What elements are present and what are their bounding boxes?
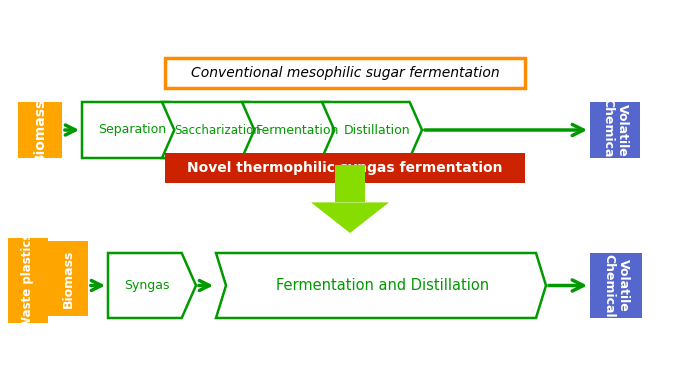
Text: Conventional mesophilic sugar fermentation: Conventional mesophilic sugar fermentati… [190,66,499,80]
Text: Saccharization: Saccharization [174,124,261,136]
Text: Separation: Separation [98,124,166,136]
Polygon shape [335,165,365,202]
Bar [48,241,88,316]
Text: Syngas: Syngas [124,279,169,292]
Text: Fermentation and Distillation: Fermentation and Distillation [276,278,489,293]
Text: Biomass: Biomass [62,249,74,308]
Polygon shape [311,202,389,233]
Text: Novel thermophilic syngas fermentation: Novel thermophilic syngas fermentation [188,161,503,175]
Bar [590,253,642,318]
Bar [590,102,640,158]
Text: Fermentation: Fermentation [256,124,340,136]
Text: Biomass: Biomass [33,98,47,163]
Bar [8,238,48,323]
Bar [18,102,62,158]
Polygon shape [108,253,196,318]
Polygon shape [82,102,182,158]
Polygon shape [162,102,262,158]
Bar [165,153,525,183]
Text: Distillation: Distillation [344,124,411,136]
Text: Waste plastics: Waste plastics [22,232,34,329]
Text: Volatile
Chemical: Volatile Chemical [601,98,629,162]
Polygon shape [242,102,342,158]
Text: Volatile
Chemical: Volatile Chemical [602,254,630,317]
Polygon shape [216,253,546,318]
Polygon shape [322,102,422,158]
Bar [165,58,525,88]
